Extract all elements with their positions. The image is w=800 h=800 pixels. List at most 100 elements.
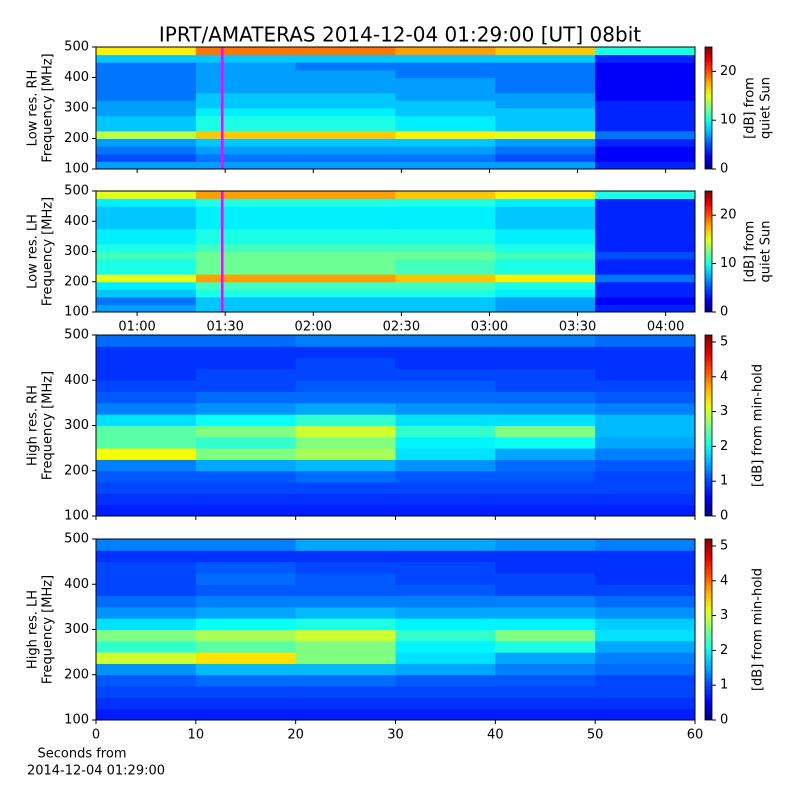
heatmap-cell xyxy=(96,161,197,170)
heatmap-cell xyxy=(395,425,496,438)
heatmap-cell xyxy=(295,618,396,630)
heatmap-cell xyxy=(295,274,396,283)
heatmap-cell xyxy=(595,115,696,124)
colorbar xyxy=(704,46,713,170)
heatmap-cell xyxy=(195,652,297,664)
heatmap-cell xyxy=(595,572,696,585)
heatmap-cell xyxy=(195,198,297,207)
colorbar-tick-label: 5 xyxy=(720,538,728,553)
heatmap-cell xyxy=(595,663,696,676)
heatmap-cell xyxy=(295,380,396,393)
heatmap-cell xyxy=(595,206,696,215)
heatmap-cell xyxy=(195,138,297,147)
heatmap-cell xyxy=(295,436,396,449)
y-tick-label: 500 xyxy=(64,328,89,343)
heatmap-cell xyxy=(595,77,696,86)
heatmap-cell xyxy=(495,85,596,94)
heatmap-cell xyxy=(495,459,596,472)
y-tick-label: 500 xyxy=(64,184,89,199)
heatmap-cell xyxy=(195,606,297,619)
heatmap-cell xyxy=(96,85,197,94)
heatmap-cell xyxy=(495,259,596,268)
heatmap-cell xyxy=(295,572,396,585)
heatmap-cell xyxy=(195,539,297,551)
heatmap-cell xyxy=(395,77,496,86)
heatmap-cell xyxy=(295,123,396,132)
heatmap-cell xyxy=(96,108,197,117)
heatmap-cell xyxy=(595,100,696,109)
heatmap-cell xyxy=(395,115,496,124)
heatmap-cell xyxy=(96,213,197,222)
x-axis-label: Seconds from xyxy=(37,747,126,762)
heatmap-cell xyxy=(96,550,197,563)
heatmap-cell xyxy=(595,92,696,101)
heatmap-cell xyxy=(495,198,596,207)
heatmap-cell xyxy=(295,470,396,483)
heatmap-cell xyxy=(595,213,696,222)
heatmap-cell xyxy=(96,368,197,381)
heatmap-cell xyxy=(595,357,696,370)
heatmap-cell xyxy=(195,289,297,298)
heatmap-cell xyxy=(295,414,396,426)
heatmap-cell xyxy=(495,289,596,298)
heatmap-cell xyxy=(295,251,396,260)
heatmap-cell xyxy=(495,629,596,642)
heatmap-cell xyxy=(195,618,297,630)
colorbar-label: quiet Sun xyxy=(759,77,774,139)
heatmap-cell xyxy=(295,448,396,460)
heatmap-cell xyxy=(395,266,496,275)
heatmap-cell xyxy=(295,459,396,472)
heatmap-cell xyxy=(96,663,197,676)
heatmap-cell xyxy=(595,402,696,415)
heatmap-cell xyxy=(295,674,396,687)
heatmap-cell xyxy=(595,191,696,200)
colorbar-tick-label: 4 xyxy=(720,573,728,588)
y-tick-label: 500 xyxy=(64,40,89,55)
heatmap-cell xyxy=(96,146,197,155)
x-tick-label: 30 xyxy=(387,728,404,743)
heatmap-cell xyxy=(96,123,197,132)
colorbar-label: [dB] from min-hold xyxy=(751,568,766,691)
heatmap-cell xyxy=(395,414,496,426)
heatmap-cell xyxy=(195,686,297,698)
heatmap-cell xyxy=(595,391,696,404)
heatmap-cell xyxy=(295,595,396,608)
y-axis-label: Frequency [MHz] xyxy=(41,53,56,162)
x-tick-label: 10 xyxy=(188,728,205,743)
heatmap-cell xyxy=(395,54,496,63)
y-tick-label: 200 xyxy=(64,274,89,289)
heatmap-cell xyxy=(195,54,297,63)
heatmap-cell xyxy=(96,115,197,124)
heatmap-cell xyxy=(195,191,297,200)
heatmap-cell xyxy=(495,221,596,230)
x-tick-label: 40 xyxy=(487,728,504,743)
heatmap-cell xyxy=(495,482,596,494)
heatmap-cell xyxy=(395,686,496,698)
colorbar-tick-label: 20 xyxy=(720,208,737,223)
heatmap-cell xyxy=(495,380,596,393)
heatmap-cell xyxy=(295,425,396,438)
heatmap-cell xyxy=(395,584,496,597)
y-tick-label: 300 xyxy=(64,418,89,433)
y-axis-label: High res. RH xyxy=(26,385,41,466)
heatmap-cell xyxy=(195,62,297,71)
heatmap-cell xyxy=(495,402,596,415)
heatmap-cell xyxy=(96,62,197,71)
x-tick-label: 20 xyxy=(287,728,304,743)
heatmap-cell xyxy=(395,335,496,347)
heatmap-cell xyxy=(295,504,396,517)
heatmap-cell xyxy=(595,482,696,494)
heatmap-cell xyxy=(395,402,496,415)
x-tick-label: 0 xyxy=(92,728,100,743)
heatmap-cell xyxy=(96,130,197,139)
heatmap-cell xyxy=(495,584,596,597)
x-tick-label: 04:00 xyxy=(647,320,684,335)
heatmap-cell xyxy=(295,146,396,155)
x-tick-label: 01:00 xyxy=(118,320,155,335)
heatmap-cell xyxy=(295,640,396,653)
heatmap-cell xyxy=(395,236,496,245)
heatmap-cell xyxy=(495,606,596,619)
colorbar-tick-label: 0 xyxy=(720,305,728,320)
heatmap-cell xyxy=(395,221,496,230)
